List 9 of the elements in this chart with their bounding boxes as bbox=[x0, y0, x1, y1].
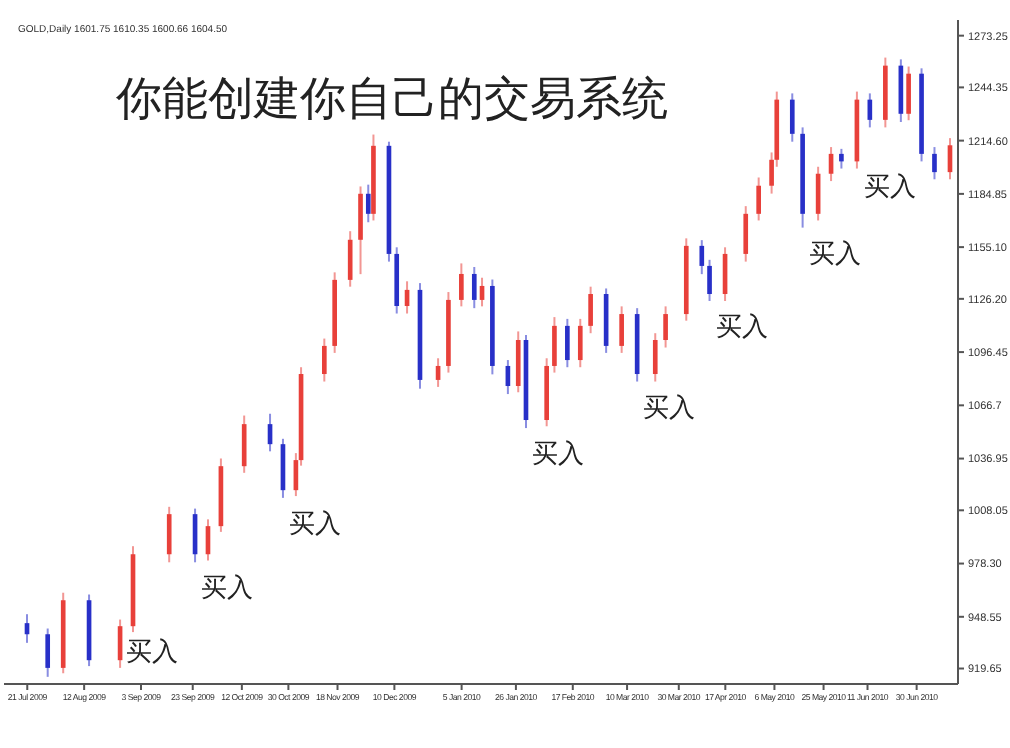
annotation: 买入 bbox=[532, 440, 585, 471]
annotation: 买入 bbox=[715, 312, 768, 343]
annotation: 买入 bbox=[863, 173, 916, 204]
annotation: 买入 bbox=[643, 393, 696, 424]
annotation: 买入 bbox=[289, 509, 342, 540]
text: 你能创建你自己的交易系统 bbox=[116, 72, 668, 130]
annotation: 买入 bbox=[126, 638, 179, 669]
annotation: 买入 bbox=[808, 239, 861, 270]
annotation: 买入 bbox=[201, 574, 254, 605]
